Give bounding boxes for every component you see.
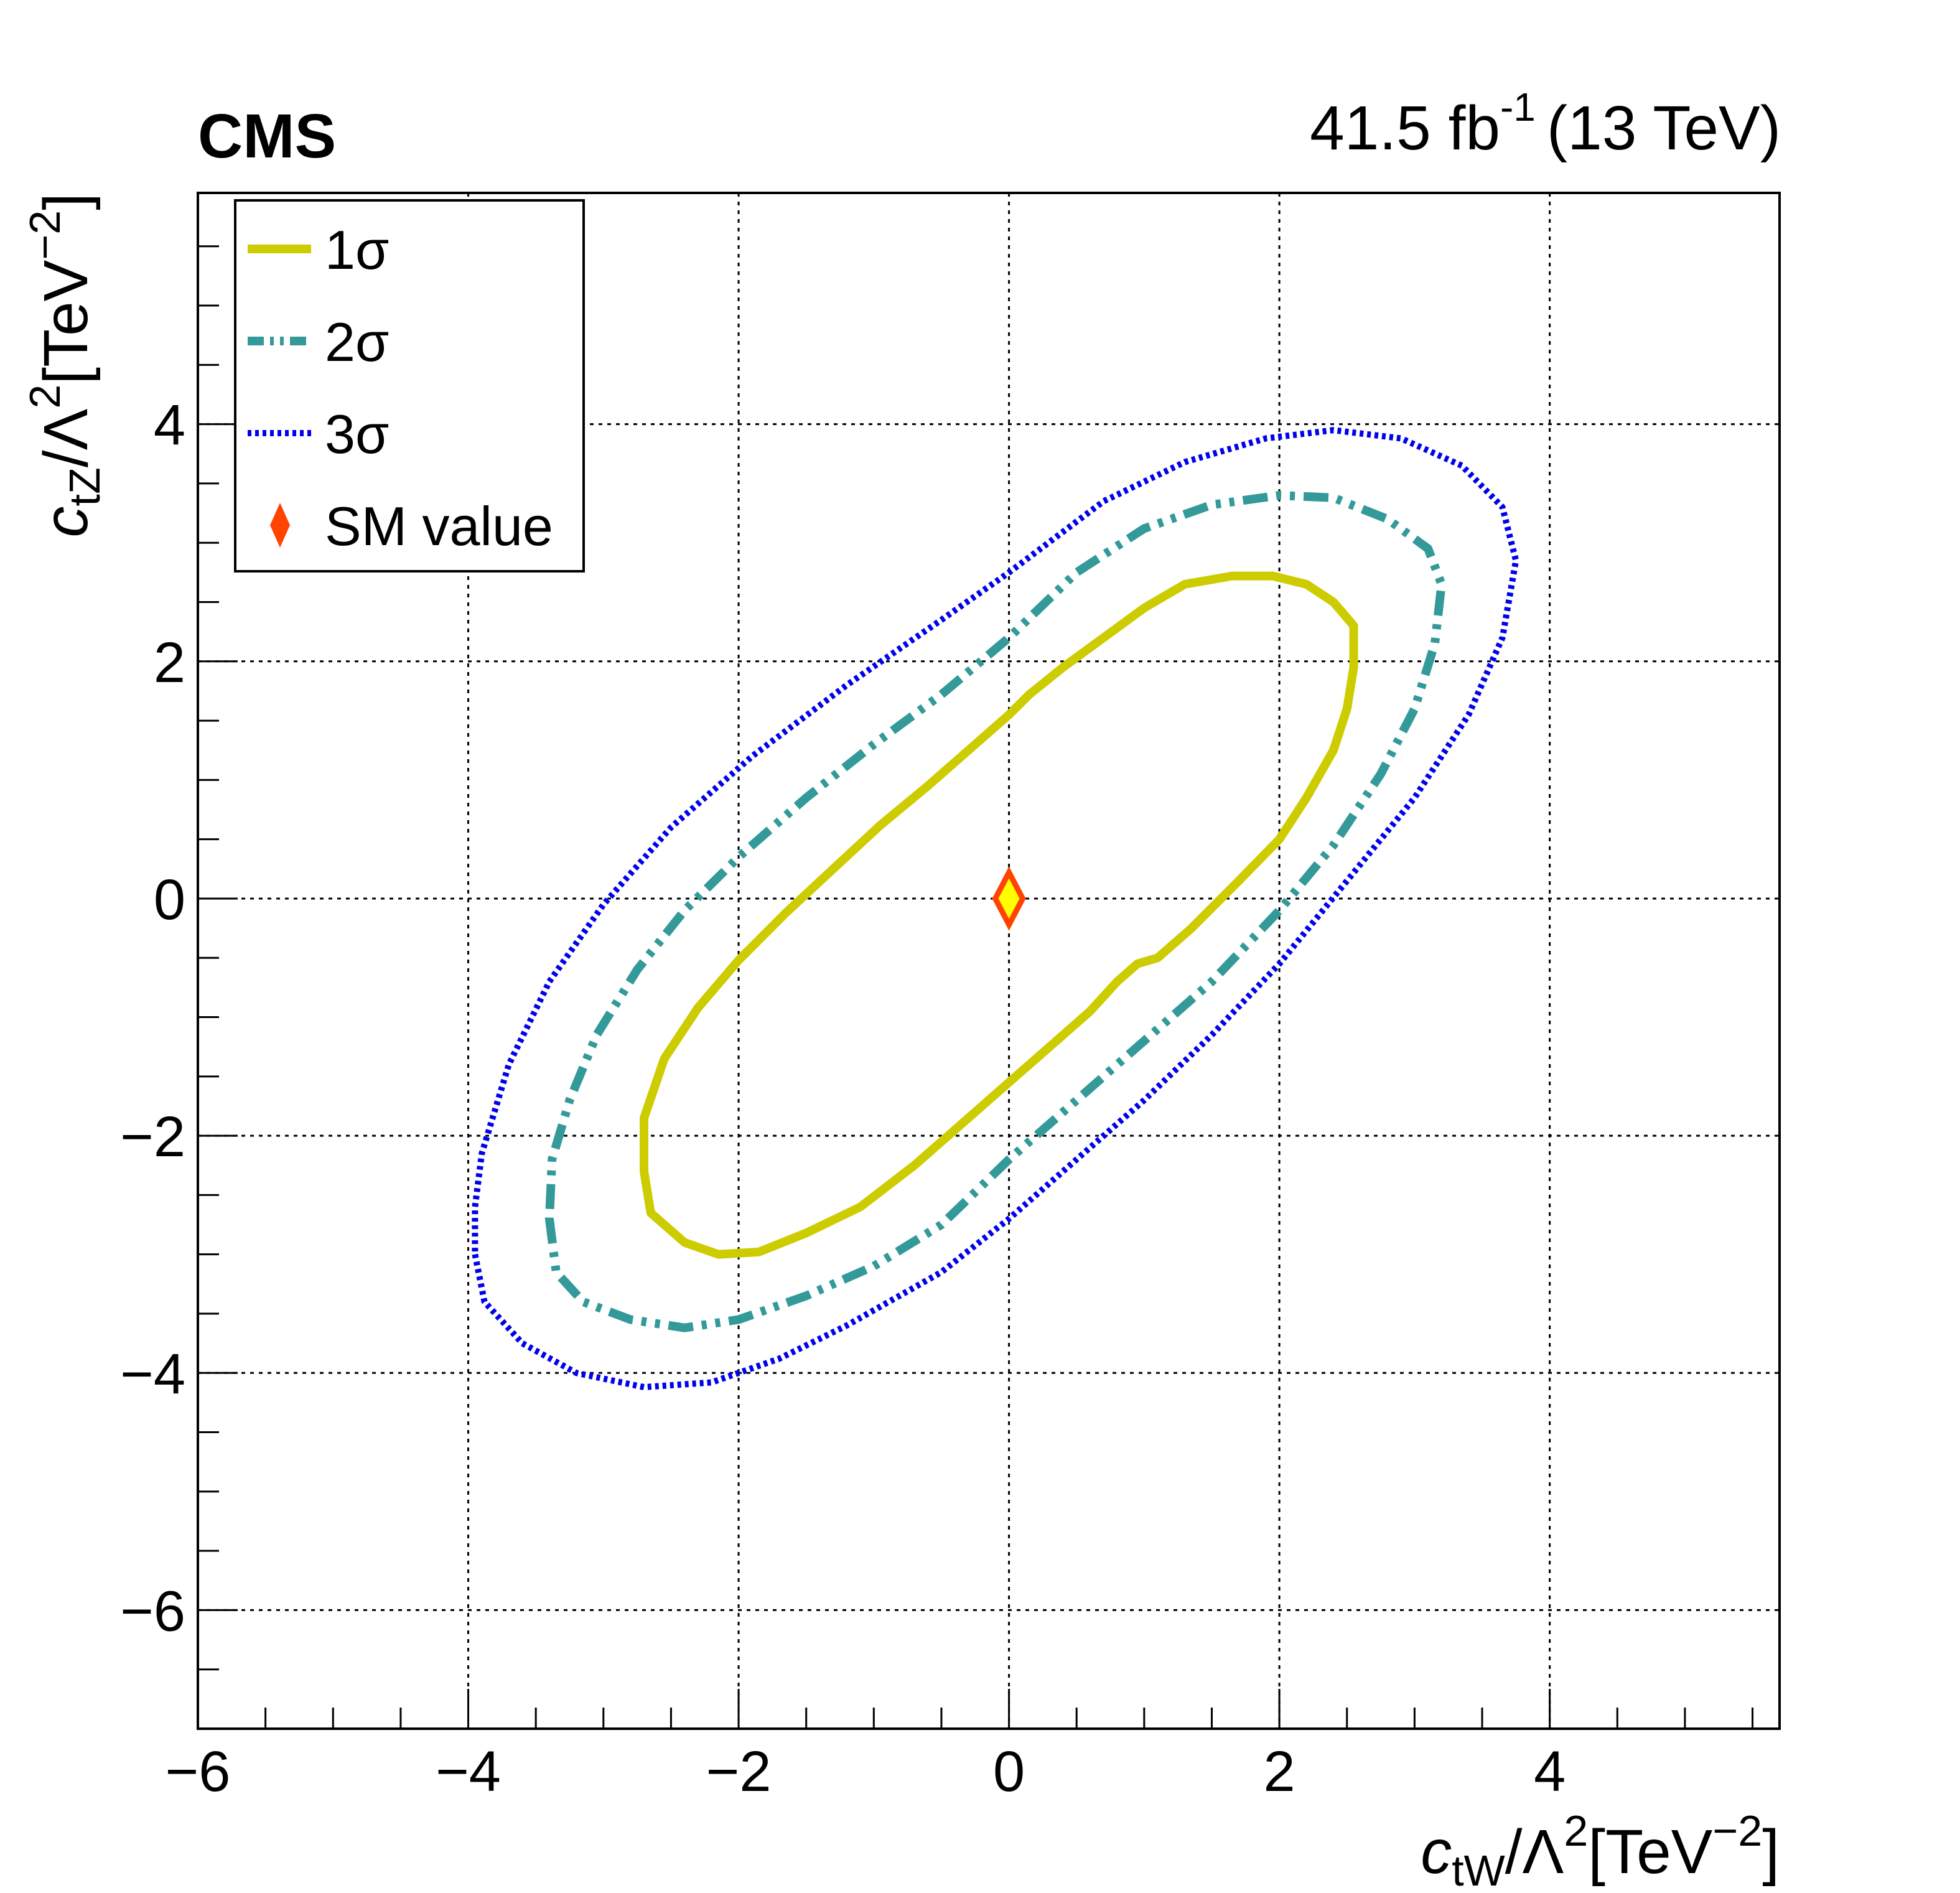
- x-title-sup2: −2: [1712, 1807, 1762, 1855]
- energy-label: (13 TeV): [1547, 93, 1781, 163]
- x-tick-label: −4: [436, 1740, 501, 1803]
- lumi-exponent: -1: [1500, 85, 1536, 129]
- y-tick-label: 4: [154, 394, 185, 457]
- x-axis-title: ctW/Λ2[TeV−2]: [1421, 1807, 1780, 1893]
- x-title-sub: tW: [1452, 1846, 1505, 1893]
- x-title-middle: /Λ: [1505, 1817, 1564, 1887]
- tick-marks: [197, 245, 1754, 1730]
- x-tick-label: −2: [706, 1740, 772, 1803]
- legend-marker-diamond: [270, 503, 290, 548]
- legend-label: SM value: [325, 495, 553, 557]
- legend-label: 1σ: [325, 219, 389, 281]
- legend-items: 1σ 2σ 3σ SM value: [248, 219, 553, 557]
- contour-3sigma: [472, 427, 1519, 1391]
- legend-item: 1σ: [248, 219, 389, 281]
- tick-labels: −6 −4 −2 0 2 4 −6 −4 −2 0 2 4: [120, 394, 1566, 1803]
- legend-item: SM value: [270, 495, 553, 557]
- legend-item: 3σ: [248, 403, 389, 465]
- plot-frame: [197, 192, 1781, 1730]
- y-tick-label: −2: [120, 1105, 185, 1169]
- y-tick-label: 0: [154, 868, 185, 932]
- y-tick-label: 2: [154, 631, 185, 694]
- y-title-middle: /Λ: [31, 408, 101, 467]
- plot-area: [197, 192, 1781, 1730]
- y-title-sup1: 2: [21, 385, 69, 409]
- x-tick-label: −6: [166, 1740, 231, 1803]
- y-title-sub: tZ: [60, 467, 109, 506]
- y-tick-label: −4: [120, 1342, 185, 1406]
- y-title-close: ]: [31, 193, 101, 210]
- x-title-close: ]: [1762, 1817, 1780, 1887]
- luminosity-label: 41.5 fb-1 (13 TeV): [1310, 85, 1781, 163]
- x-tick-label: 2: [1264, 1740, 1295, 1803]
- sm-value-marker: [992, 866, 1026, 931]
- x-tick-label: 4: [1534, 1740, 1566, 1803]
- x-title-sup1: 2: [1564, 1807, 1588, 1855]
- x-title-bracket: [TeV: [1588, 1817, 1712, 1887]
- contour-2sigma: [544, 491, 1446, 1332]
- contour-1sigma: [640, 571, 1358, 1259]
- legend-label: 3σ: [325, 403, 389, 465]
- x-tick-label: 0: [993, 1740, 1025, 1803]
- y-tick-label: −6: [120, 1579, 185, 1643]
- y-title-sup2: −2: [21, 210, 69, 260]
- legend-item: 2σ: [248, 311, 389, 373]
- legend-label: 2σ: [325, 311, 389, 373]
- y-title-bracket: [TeV: [31, 259, 101, 384]
- y-axis-title: ctZ/Λ2[TeV−2]: [21, 193, 109, 537]
- legend-box: [234, 199, 585, 573]
- contours: [472, 427, 1519, 1391]
- x-title-coef: c: [1421, 1817, 1452, 1887]
- lumi-value: 41.5 fb: [1310, 93, 1500, 163]
- y-title-coef: c: [31, 506, 101, 537]
- experiment-label: CMS: [198, 101, 336, 171]
- legend: 1σ 2σ 3σ SM value: [234, 199, 585, 573]
